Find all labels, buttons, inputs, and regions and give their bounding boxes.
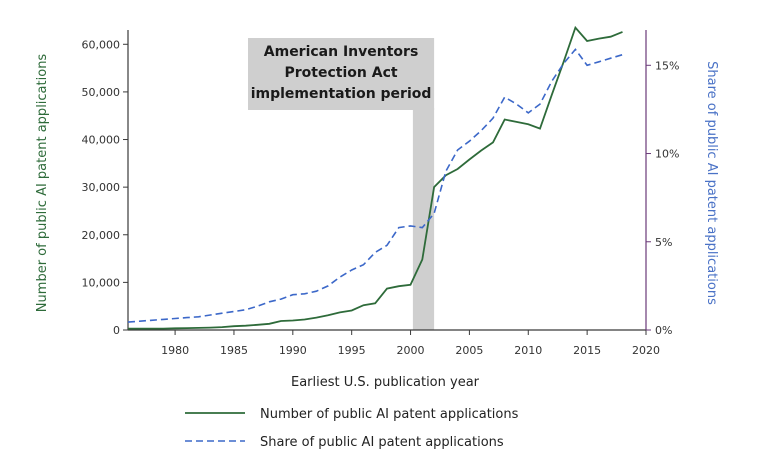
left-tick-label: 50,000 <box>82 86 121 99</box>
right-axis-title: Share of public AI patent applications <box>704 61 719 305</box>
right-tick-label: 10% <box>655 148 679 161</box>
left-tick-label: 30,000 <box>82 181 121 194</box>
annotation-line-3: implementation period <box>251 86 432 102</box>
x-tick-label: 1990 <box>279 344 307 357</box>
x-tick-label: 1995 <box>338 344 366 357</box>
left-tick-label: 0 <box>113 324 120 337</box>
annotation-shade <box>412 108 435 330</box>
left-tick-label: 40,000 <box>82 134 121 147</box>
series-share-line <box>127 48 623 323</box>
x-tick-label: 1980 <box>161 344 189 357</box>
x-axis-ticks: 1980 1985 1990 1995 2000 2005 2010 2015 2020 <box>161 330 660 357</box>
right-tick-label: 5% <box>655 236 672 249</box>
x-tick-label: 2010 <box>514 344 542 357</box>
left-axis-title: Number of public AI patent applications <box>35 54 50 313</box>
x-axis-title: Earliest U.S. publication year <box>291 375 480 390</box>
right-axis-ticks: 0% 5% 10% 15% <box>646 59 679 337</box>
legend-share-label: Share of public AI patent applications <box>260 435 504 450</box>
left-axis-ticks: 0 10,000 20,000 30,000 40,000 50,000 60,000 <box>82 38 128 337</box>
legend-count-label: Number of public AI patent applications <box>260 407 519 422</box>
legend: Number of public AI patent applications … <box>185 407 519 450</box>
right-tick-label: 15% <box>655 59 679 72</box>
annotation-line-2: Protection Act <box>285 65 398 81</box>
right-tick-label: 0% <box>655 324 672 337</box>
left-tick-label: 20,000 <box>82 229 121 242</box>
left-tick-label: 60,000 <box>82 38 121 51</box>
x-tick-label: 2015 <box>573 344 601 357</box>
left-tick-label: 10,000 <box>82 276 121 289</box>
x-tick-label: 2000 <box>397 344 425 357</box>
series-count-line <box>128 25 623 330</box>
x-tick-label: 1985 <box>220 344 248 357</box>
annotation-line-1: American Inventors <box>264 44 419 60</box>
annotation-box <box>248 38 435 110</box>
x-tick-label: 2005 <box>455 344 483 357</box>
x-tick-label: 2020 <box>632 344 660 357</box>
